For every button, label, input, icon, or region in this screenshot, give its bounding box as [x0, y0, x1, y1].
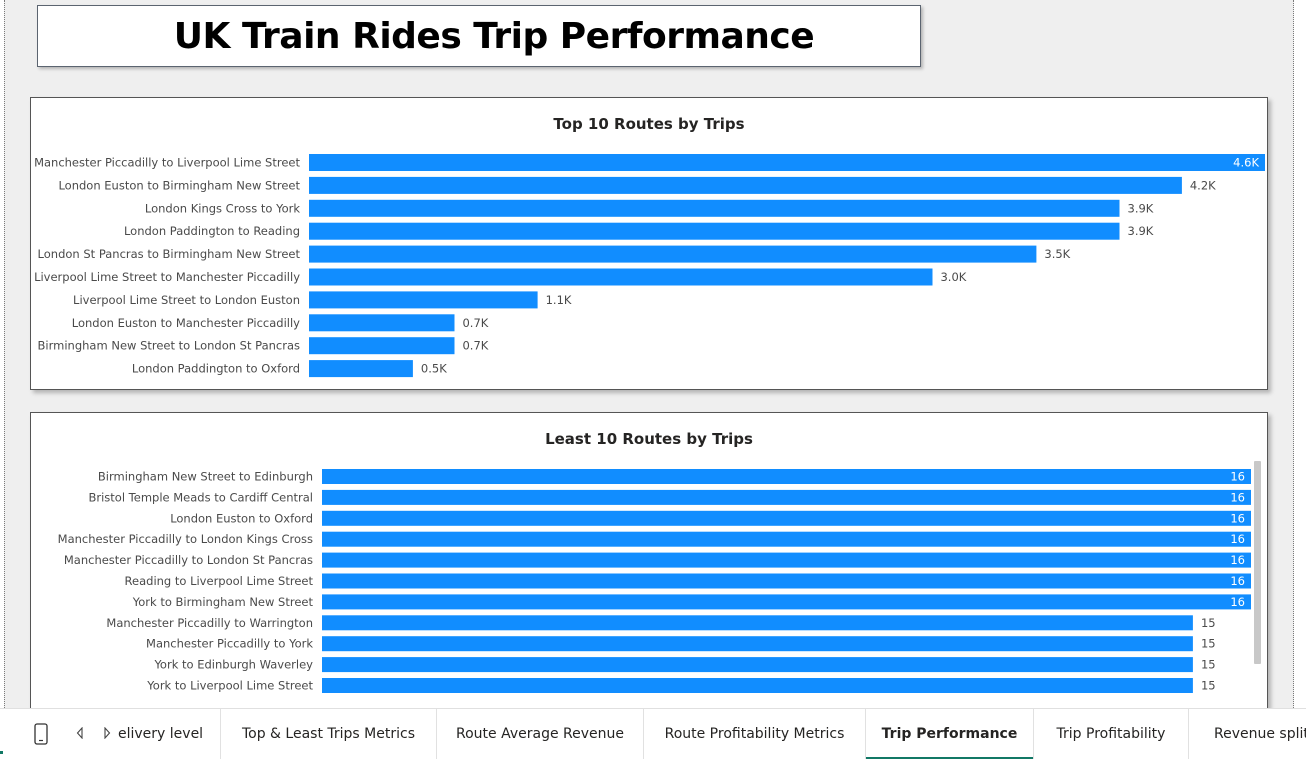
bar-london-euston-to-oxford[interactable] — [322, 510, 1251, 526]
data-label-london-paddington-to-oxford: 0.5K — [421, 362, 447, 376]
bar-manchester-piccadilly-to-london-st-pancras[interactable] — [322, 552, 1251, 568]
category-label-york-to-liverpool-lime-street: York to Liverpool Lime Street — [146, 679, 313, 693]
bar-london-paddington-to-reading[interactable] — [309, 222, 1120, 240]
category-label-birmingham-new-street-to-london-st-pancras: Birmingham New Street to London St Pancr… — [38, 339, 300, 353]
bar-york-to-edinburgh-waverley[interactable] — [322, 657, 1193, 673]
category-label-manchester-piccadilly-to-london-kings-cross: Manchester Piccadilly to London Kings Cr… — [58, 532, 313, 546]
bar-london-kings-cross-to-york[interactable] — [309, 199, 1120, 217]
category-label-birmingham-new-street-to-edinburgh: Birmingham New Street to Edinburgh — [98, 470, 313, 484]
data-label-reading-to-liverpool-lime-street: 16 — [1230, 574, 1245, 588]
top-routes-panel[interactable]: Top 10 Routes by Trips Manchester Piccad… — [30, 97, 1268, 390]
tab-top-least-trips-metrics[interactable]: Top & Least Trips Metrics — [221, 709, 437, 759]
data-label-bristol-temple-meads-to-cardiff-central: 16 — [1230, 490, 1245, 504]
category-label-manchester-piccadilly-to-liverpool-lime-street: Manchester Piccadilly to Liverpool Lime … — [34, 156, 300, 170]
tab-label: Top & Least Trips Metrics — [241, 726, 415, 742]
next-page-icon[interactable] — [103, 726, 111, 742]
data-label-york-to-birmingham-new-street: 16 — [1230, 595, 1245, 609]
category-label-liverpool-lime-street-to-manchester-piccadilly: Liverpool Lime Street to Manchester Picc… — [34, 270, 300, 284]
tab-route-profitability-metrics[interactable]: Route Profitability Metrics — [644, 709, 866, 759]
bar-liverpool-lime-street-to-london-euston[interactable] — [309, 291, 538, 309]
category-label-london-paddington-to-reading: London Paddington to Reading — [124, 224, 300, 238]
bar-london-euston-to-manchester-piccadilly[interactable] — [309, 314, 455, 332]
tab-label: Trip Performance — [881, 726, 1018, 742]
data-label-york-to-edinburgh-waverley: 15 — [1201, 658, 1216, 672]
data-label-london-euston-to-oxford: 16 — [1230, 511, 1245, 525]
bar-liverpool-lime-street-to-manchester-piccadilly[interactable] — [309, 268, 933, 286]
data-label-london-euston-to-birmingham-new-street: 4.2K — [1190, 178, 1216, 192]
bar-york-to-birmingham-new-street[interactable] — [322, 594, 1251, 610]
bar-birmingham-new-street-to-london-st-pancras[interactable] — [309, 337, 455, 355]
tab-route-average-revenue[interactable]: Route Average Revenue — [437, 709, 644, 759]
category-label-manchester-piccadilly-to-london-st-pancras: Manchester Piccadilly to London St Pancr… — [64, 553, 313, 567]
data-label-manchester-piccadilly-to-london-st-pancras: 16 — [1230, 553, 1245, 567]
category-label-london-euston-to-birmingham-new-street: London Euston to Birmingham New Street — [58, 178, 300, 192]
data-label-manchester-piccadilly-to-york: 15 — [1201, 637, 1216, 651]
category-label-reading-to-liverpool-lime-street: Reading to Liverpool Lime Street — [125, 574, 314, 588]
mobile-layout-icon[interactable] — [34, 723, 48, 749]
top-routes-chart-title: Top 10 Routes by Trips — [553, 115, 745, 133]
tab-label: Route Average Revenue — [456, 726, 624, 742]
title-card: UK Train Rides Trip Performance — [37, 5, 921, 67]
status-dot — [0, 751, 3, 754]
bar-manchester-piccadilly-to-london-kings-cross[interactable] — [322, 531, 1251, 547]
bar-london-st-pancras-to-birmingham-new-street[interactable] — [309, 245, 1037, 263]
category-label-york-to-birmingham-new-street: York to Birmingham New Street — [132, 595, 314, 609]
tab-label: elivery level — [118, 726, 204, 742]
category-label-london-kings-cross-to-york: London Kings Cross to York — [145, 201, 300, 215]
bar-manchester-piccadilly-to-liverpool-lime-street[interactable] — [309, 154, 1265, 171]
bar-manchester-piccadilly-to-york[interactable] — [322, 636, 1193, 652]
category-label-liverpool-lime-street-to-london-euston: Liverpool Lime Street to London Euston — [73, 293, 300, 307]
category-label-london-paddington-to-oxford: London Paddington to Oxford — [132, 362, 300, 376]
category-label-manchester-piccadilly-to-york: Manchester Piccadilly to York — [146, 637, 313, 651]
data-label-london-paddington-to-reading: 3.9K — [1128, 224, 1154, 238]
category-label-bristol-temple-meads-to-cardiff-central: Bristol Temple Meads to Cardiff Central — [88, 490, 313, 504]
bar-reading-to-liverpool-lime-street[interactable] — [322, 573, 1251, 589]
tab-revenue-split[interactable]: Revenue split — [1189, 709, 1306, 759]
least-routes-panel[interactable]: Least 10 Routes by Trips Birmingham New … — [30, 412, 1268, 708]
category-label-manchester-piccadilly-to-warrington: Manchester Piccadilly to Warrington — [106, 616, 313, 630]
report-canvas: UK Train Rides Trip Performance Top 10 R… — [4, 0, 1294, 708]
least-routes-scrollbar[interactable] — [1254, 461, 1261, 664]
tab-trip-performance[interactable]: Trip Performance — [866, 709, 1034, 759]
category-label-london-euston-to-manchester-piccadilly: London Euston to Manchester Piccadilly — [72, 316, 300, 330]
tab-trip-profitability[interactable]: Trip Profitability — [1034, 709, 1189, 759]
bar-bristol-temple-meads-to-cardiff-central[interactable] — [322, 489, 1251, 505]
tab-label: Trip Profitability — [1056, 726, 1166, 742]
data-label-london-kings-cross-to-york: 3.9K — [1128, 201, 1154, 215]
category-label-york-to-edinburgh-waverley: York to Edinburgh Waverley — [153, 658, 313, 672]
page-tab-bar: elivery level Top & Least Trips Metrics Ro… — [0, 708, 1306, 767]
tab-label: Route Profitability Metrics — [664, 726, 845, 742]
data-label-liverpool-lime-street-to-manchester-piccadilly: 3.0K — [940, 270, 966, 284]
data-label-manchester-piccadilly-to-warrington: 15 — [1201, 616, 1216, 630]
data-label-london-euston-to-manchester-piccadilly: 0.7K — [462, 316, 488, 330]
data-label-manchester-piccadilly-to-london-kings-cross: 16 — [1230, 532, 1245, 546]
prev-page-icon[interactable] — [76, 726, 84, 742]
bar-london-paddington-to-oxford[interactable] — [309, 360, 413, 378]
data-label-birmingham-new-street-to-edinburgh: 16 — [1230, 470, 1245, 484]
data-label-london-st-pancras-to-birmingham-new-street: 3.5K — [1044, 247, 1070, 261]
data-label-manchester-piccadilly-to-liverpool-lime-street: 4.6K — [1233, 156, 1259, 170]
least-routes-chart-title: Least 10 Routes by Trips — [545, 430, 753, 448]
data-label-york-to-liverpool-lime-street: 15 — [1201, 679, 1216, 693]
top-routes-chart[interactable]: Manchester Piccadilly to Liverpool Lime … — [31, 98, 1267, 389]
bar-york-to-liverpool-lime-street[interactable] — [322, 678, 1193, 693]
least-routes-chart[interactable]: Birmingham New Street to Edinburgh 16 Bris… — [31, 413, 1267, 707]
tab-label: Revenue split — [1214, 726, 1306, 742]
category-label-london-euston-to-oxford: London Euston to Oxford — [170, 511, 313, 525]
bar-manchester-piccadilly-to-warrington[interactable] — [322, 615, 1193, 631]
category-label-london-st-pancras-to-birmingham-new-street: London St Pancras to Birmingham New Stre… — [38, 247, 301, 261]
bar-london-euston-to-birmingham-new-street[interactable] — [309, 176, 1182, 194]
data-label-birmingham-new-street-to-london-st-pancras: 0.7K — [462, 339, 488, 353]
bar-birmingham-new-street-to-edinburgh[interactable] — [322, 469, 1251, 484]
page-title: UK Train Rides Trip Performance — [173, 15, 815, 57]
tab-elivery-level[interactable]: elivery level — [118, 709, 221, 759]
data-label-liverpool-lime-street-to-london-euston: 1.1K — [546, 293, 572, 307]
